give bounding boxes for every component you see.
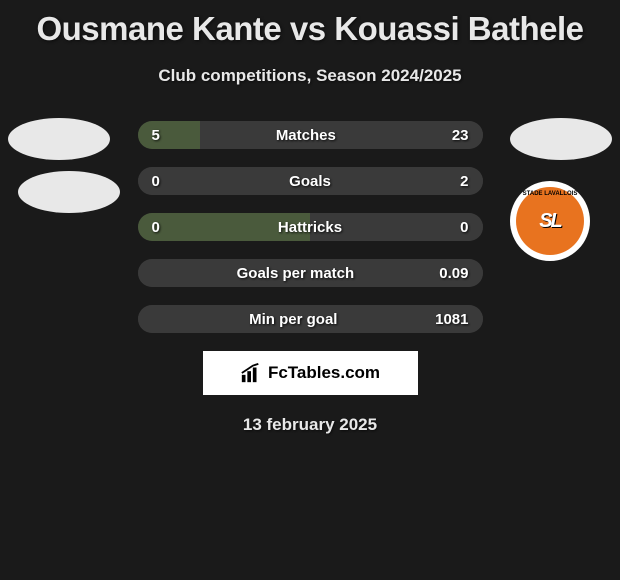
date-text: 13 february 2025 (0, 415, 620, 435)
stat-right-value: 0 (460, 219, 468, 236)
club-badge-main: SL (539, 210, 561, 233)
stat-left-value: 5 (152, 127, 160, 144)
stat-right-value: 23 (452, 127, 469, 144)
stat-label: Goals per match (237, 265, 355, 282)
stat-row: 0 Goals 2 (138, 167, 483, 195)
stat-label: Matches (276, 127, 336, 144)
player-left-avatar-2 (18, 171, 120, 213)
subtitle: Club competitions, Season 2024/2025 (0, 66, 620, 86)
club-badge: STADE LAVALLOIS SL (510, 181, 590, 261)
comparison-area: STADE LAVALLOIS SL 5 Matches 23 0 Goals 2 0 Hat… (0, 121, 620, 333)
player-right-avatar (510, 118, 612, 160)
player-left-avatar-1 (8, 118, 110, 160)
branding-box[interactable]: FcTables.com (203, 351, 418, 395)
club-badge-top-text: STADE LAVALLOIS (516, 191, 584, 197)
stat-row: 5 Matches 23 (138, 121, 483, 149)
stat-label: Hattricks (278, 219, 342, 236)
stat-right-value: 1081 (435, 311, 468, 328)
branding-text: FcTables.com (268, 363, 380, 383)
stats-list: 5 Matches 23 0 Goals 2 0 Hattricks 0 Goals per ma… (138, 121, 483, 333)
stat-row: Min per goal 1081 (138, 305, 483, 333)
stat-label: Min per goal (249, 311, 337, 328)
stat-row: Goals per match 0.09 (138, 259, 483, 287)
page-title: Ousmane Kante vs Kouassi Bathele (0, 0, 620, 48)
stat-right-value: 0.09 (439, 265, 468, 282)
stat-right-value: 2 (460, 173, 468, 190)
stat-left-value: 0 (152, 173, 160, 190)
chart-icon (240, 362, 262, 384)
stat-label: Goals (289, 173, 331, 190)
stat-left-value: 0 (152, 219, 160, 236)
stat-row: 0 Hattricks 0 (138, 213, 483, 241)
